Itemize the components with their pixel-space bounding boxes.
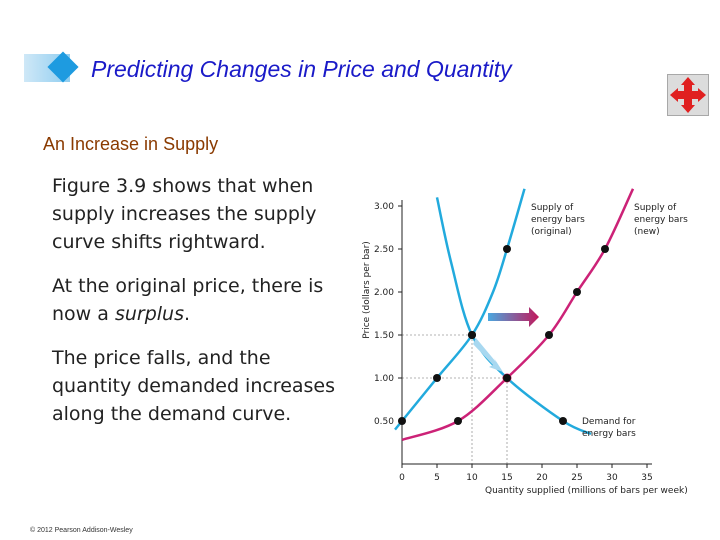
supply-demand-chart: 0 5 10 15 20 25 30 35 0.501.001.502.002.503.00 … [362, 188, 688, 496]
y-tick-label: 2.50 [374, 245, 394, 255]
x-tick-label: 10 [466, 473, 478, 483]
movement-along-demand-arrow [473, 338, 503, 372]
supply-new-point [545, 331, 553, 339]
x-tick-label: 0 [399, 473, 405, 483]
x-tick-label: 15 [501, 473, 512, 483]
slide-title: Predicting Changes in Price and Quantity [91, 56, 512, 82]
paragraph-price-falls: The price falls, and the quantity demand… [52, 347, 336, 425]
paragraph-surplus-lead: At the original price, there is now a [52, 275, 324, 325]
paragraph-surplus-end: . [183, 303, 191, 325]
supply-new-label: Supply of energy bars (new) [634, 203, 688, 237]
supply-original-point [503, 245, 511, 253]
x-tick-label: 20 [536, 473, 548, 483]
y-tick-label: 3.00 [374, 202, 394, 212]
demand-point [468, 331, 476, 339]
y-tick-label: 1.50 [374, 331, 394, 341]
demand-label-line2: energy bars [582, 429, 636, 439]
y-axis-ticks: 0.50 1.00 1.50 2.00 2.50 3.00 [374, 202, 402, 427]
y-axis-label: Price (dollars per bar) [362, 241, 372, 339]
x-tick-label: 35 [641, 473, 652, 483]
demand-point [503, 374, 511, 382]
x-tick-label: 5 [434, 473, 440, 483]
supply-new-point [601, 245, 609, 253]
chart-guidelines [402, 334, 508, 464]
chart-data-points [398, 245, 609, 425]
supply-original-label: Supply of energy bars (original) [531, 203, 585, 237]
supply-shift-arrow [488, 307, 539, 327]
demand-label: Demand for energy bars [582, 417, 636, 439]
supply-new-point [573, 288, 581, 296]
supply-original-label-line1: Supply of [531, 203, 574, 213]
demand-label-line1: Demand for [582, 417, 636, 427]
demand-point [559, 417, 567, 425]
four-way-arrows-icon [670, 77, 706, 113]
surplus-term: surplus [114, 303, 184, 325]
paragraph-surplus: At the original price, there is now a su… [52, 272, 342, 328]
supply-new-label-line3: (new) [634, 227, 660, 237]
paragraph-supply-shift: Figure 3.9 shows that when supply increa… [52, 175, 317, 253]
x-axis-label: Quantity supplied (millions of bars per … [485, 486, 688, 496]
supply-original-point [433, 374, 441, 382]
x-tick-label: 30 [606, 473, 618, 483]
navigation-button[interactable] [667, 74, 709, 116]
y-tick-label: 0.50 [374, 417, 394, 427]
supply-original-curve [394, 188, 526, 431]
copyright-footer: © 2012 Pearson Addison-Wesley [30, 527, 133, 534]
supply-original-label-line2: energy bars [531, 215, 585, 225]
supply-new-label-line1: Supply of [634, 203, 677, 213]
slide-subtitle: An Increase in Supply [43, 134, 219, 154]
y-tick-label: 1.00 [374, 374, 394, 384]
supply-original-point [398, 417, 406, 425]
y-tick-label: 2.00 [374, 288, 394, 298]
x-axis-ticks: 0 5 10 15 20 25 30 35 [399, 464, 653, 483]
x-tick-label: 25 [571, 473, 582, 483]
supply-original-label-line3: (original) [531, 227, 572, 237]
supply-new-point [454, 417, 462, 425]
supply-new-label-line2: energy bars [634, 215, 688, 225]
